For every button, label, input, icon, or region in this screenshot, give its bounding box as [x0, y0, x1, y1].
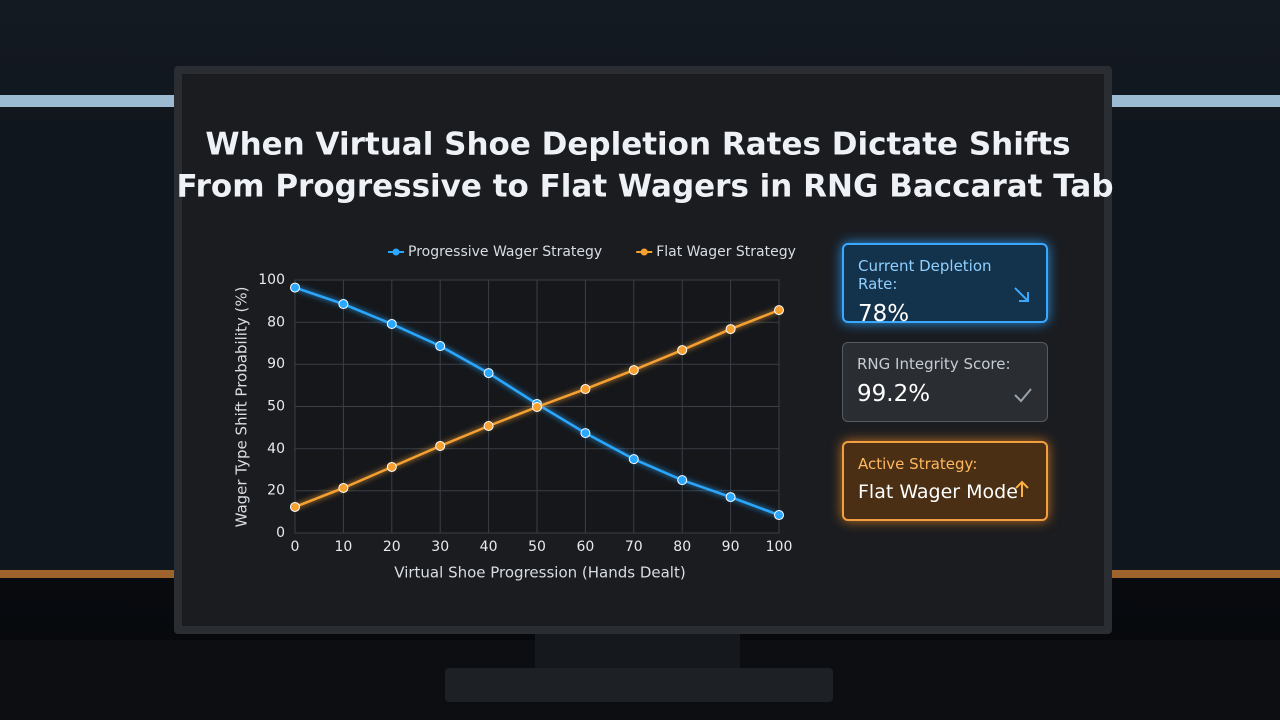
legend-label: Flat Wager Strategy	[656, 244, 796, 260]
y-tick-label: 0	[276, 525, 285, 541]
depletion-card: Current Depletion Rate: 78%	[842, 243, 1048, 327]
card-value: 78%	[858, 301, 910, 327]
x-tick-label: 60	[576, 539, 594, 555]
x-tick-label: 90	[722, 539, 740, 555]
y-tick-label: 90	[267, 356, 285, 372]
integrity-card: RNG Integrity Score: 99.2%	[842, 342, 1048, 422]
y-tick-label: 100	[258, 272, 285, 288]
series-point	[435, 440, 446, 451]
x-tick-label: 70	[625, 539, 643, 555]
x-tick-label: 100	[766, 539, 793, 555]
card-label: RNG Integrity Score:	[857, 355, 1011, 373]
x-tick-label: 80	[673, 539, 691, 555]
server-rack	[1112, 120, 1280, 570]
series-point	[725, 492, 736, 503]
monitor-stand	[535, 630, 740, 675]
arrow-icon	[1014, 287, 1029, 302]
series-point	[628, 365, 639, 376]
series-point	[435, 341, 446, 352]
series-point	[338, 299, 349, 310]
light-strip	[1110, 95, 1280, 107]
card-value: Flat Wager Mode	[858, 481, 1018, 503]
series-point	[677, 475, 688, 486]
series-point	[628, 454, 639, 465]
series-point	[483, 368, 494, 379]
x-tick-label: 20	[383, 539, 401, 555]
x-tick-label: 50	[528, 539, 546, 555]
legend-label: Progressive Wager Strategy	[408, 244, 602, 260]
legend-marker	[640, 248, 648, 256]
series-point	[290, 282, 300, 293]
light-strip	[1112, 570, 1280, 578]
chart-title: From Progressive to Flat Wagers in RNG B…	[176, 169, 1113, 205]
x-tick-label: 0	[291, 539, 300, 555]
x-tick-label: 10	[334, 539, 352, 555]
check-icon	[1014, 388, 1032, 403]
series-point	[386, 461, 397, 472]
legend-marker	[392, 248, 400, 256]
series-point	[580, 428, 591, 439]
y-tick-label: 20	[267, 483, 285, 499]
x-tick-label: 30	[431, 539, 449, 555]
series-point	[532, 402, 542, 413]
series-point	[580, 384, 591, 395]
strategy-card: Active Strategy: Flat Wager Mode	[842, 441, 1048, 521]
monitor-base	[445, 668, 833, 702]
series-point	[483, 420, 494, 431]
y-tick-label: 40	[267, 441, 285, 457]
x-axis-label: Virtual Shoe Progression (Hands Dealt)	[394, 564, 685, 582]
y-tick-label: 50	[267, 399, 285, 415]
series-point	[774, 510, 784, 521]
up-icon	[1015, 480, 1029, 497]
server-rack	[0, 120, 175, 570]
series-point	[677, 345, 688, 356]
series-point	[725, 324, 736, 335]
light-strip	[0, 95, 175, 107]
x-tick-label: 40	[480, 539, 498, 555]
light-strip	[0, 570, 175, 578]
y-axis-label: Wager Type Shift Probability (%)	[233, 287, 251, 528]
y-tick-label: 80	[267, 314, 285, 330]
series-point	[338, 482, 349, 493]
card-label: Current Depletion Rate:	[858, 257, 992, 293]
card-label: Active Strategy:	[858, 455, 978, 473]
chart-title: When Virtual Shoe Depletion Rates Dictat…	[205, 127, 1070, 163]
card-value: 99.2%	[857, 381, 931, 407]
series-point	[774, 305, 784, 316]
series-point	[386, 319, 397, 330]
series-point	[290, 501, 300, 512]
